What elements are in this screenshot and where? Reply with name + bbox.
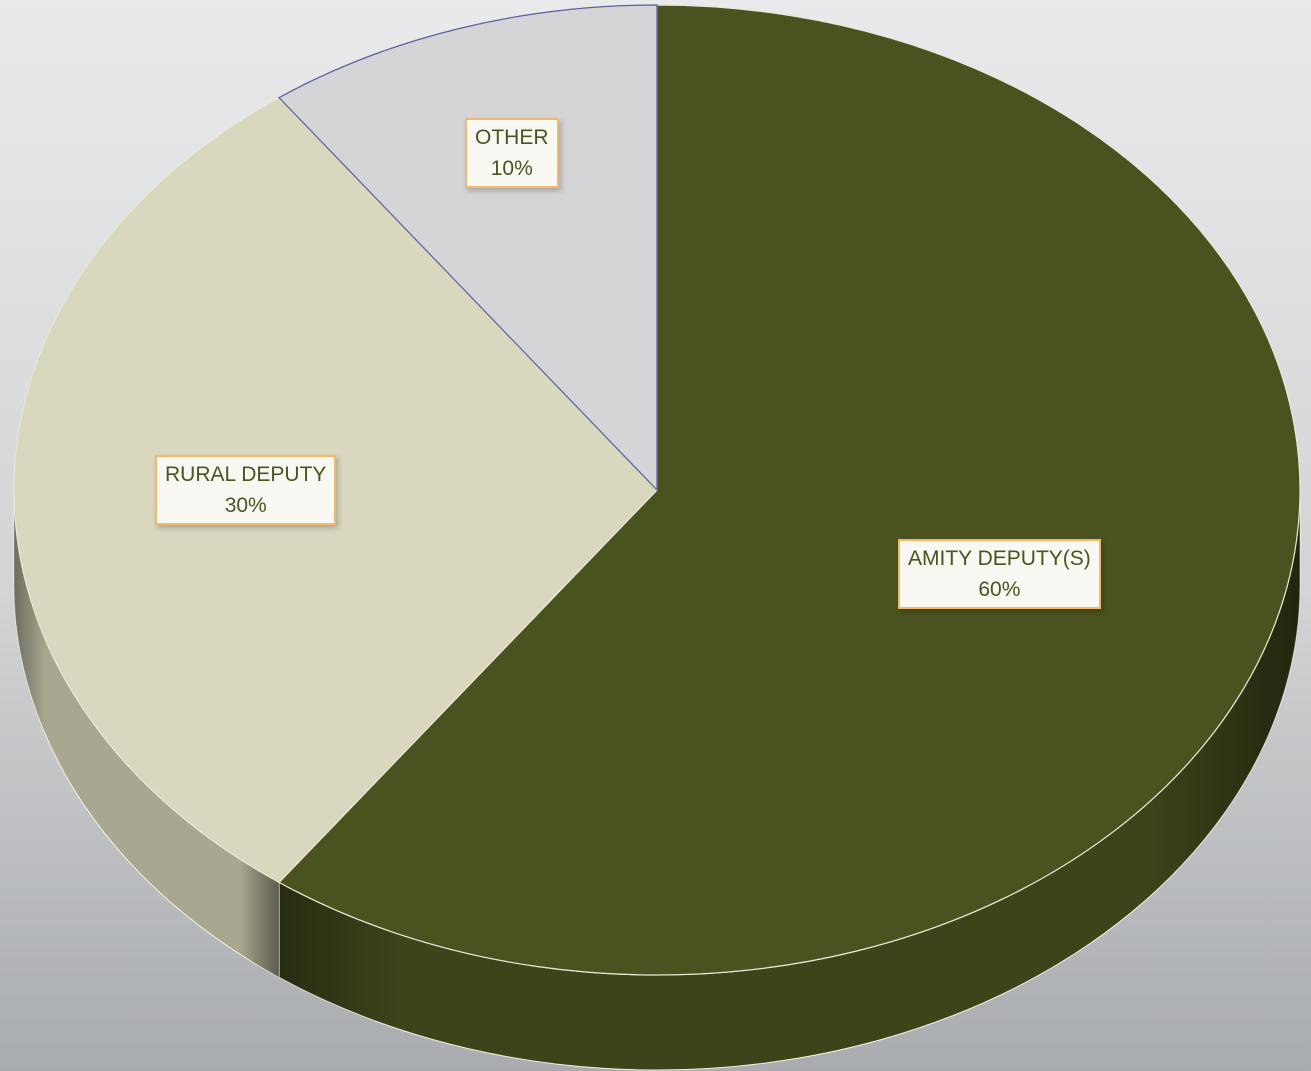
data-label-value: 10% (490, 157, 533, 180)
data-label-rural-deputy: RURAL DEPUTY 30% (155, 455, 337, 525)
data-label-other: OTHER 10% (465, 118, 559, 188)
data-label-amity-deputy-s: AMITY DEPUTY(S) 60% (898, 539, 1101, 609)
pie-slice-amity-deputy-s (278, 4, 1301, 976)
pie-slice-other (278, 4, 658, 492)
data-label-value: 30% (224, 494, 267, 517)
data-label-category: RURAL DEPUTY (165, 463, 327, 486)
data-label-category: OTHER (475, 126, 549, 149)
data-label-category: AMITY DEPUTY(S) (908, 547, 1091, 570)
data-label-value: 60% (978, 578, 1021, 601)
slice-side-shade (279, 490, 1300, 1070)
slice-side-shade (14, 490, 280, 978)
